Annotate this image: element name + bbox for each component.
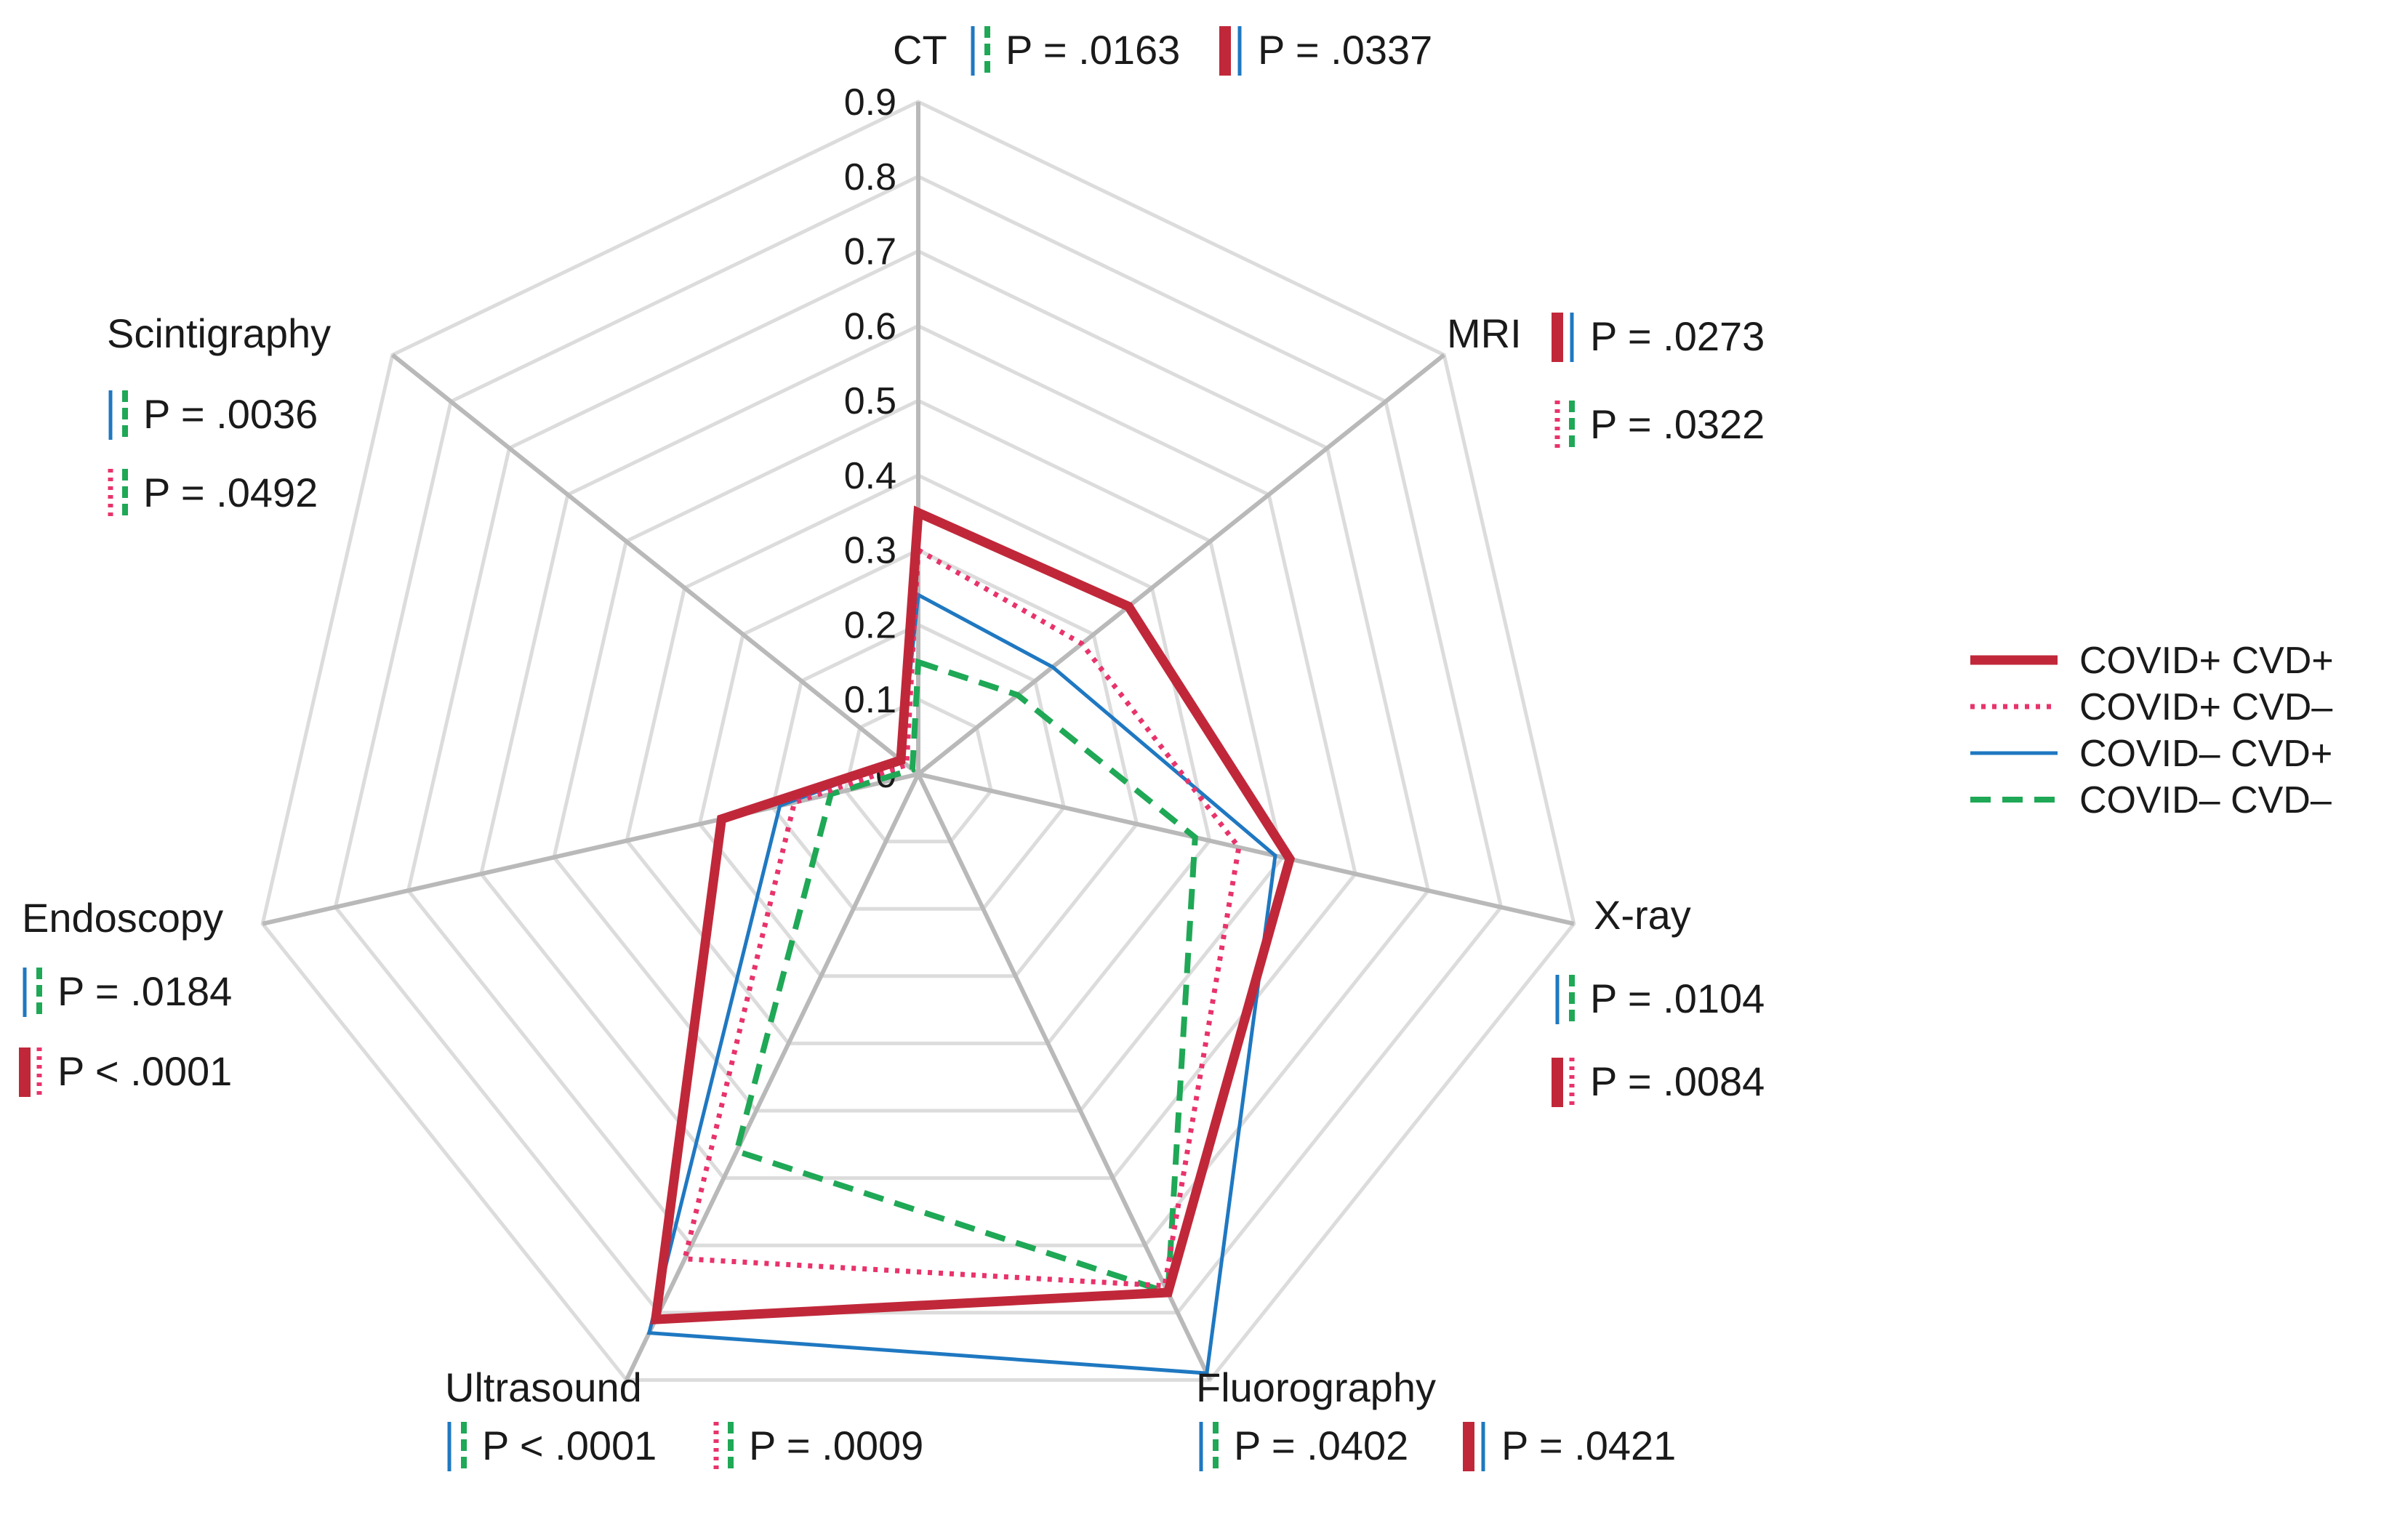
p-value-text: P = .0084: [1590, 1058, 1765, 1104]
grid-ring: [625, 473, 1212, 1045]
legend-label: COVID+ CVD+: [2079, 640, 2334, 682]
legend-label: COVID– CVD–: [2079, 779, 2332, 821]
legend-label: COVID– CVD+: [2079, 733, 2332, 775]
p-value-annotation: P < .0001: [447, 1422, 657, 1471]
p-value-annotation: P = .0009: [713, 1422, 923, 1471]
grid-ring: [843, 697, 993, 844]
spoke-x-ray: [918, 772, 1575, 926]
spoke-fluorography: [916, 773, 1213, 1381]
axis-label-x-ray: X-ray: [1594, 892, 1691, 938]
tick-labels: 00.10.20.30.40.50.60.70.80.9: [844, 81, 896, 796]
grid-ring: [333, 174, 1504, 1315]
p-value-text: P = .0337: [1258, 27, 1432, 73]
p-value-text: P = .0104: [1590, 976, 1765, 1021]
p-value-annotation: P < .0001: [19, 1047, 232, 1097]
tick-label: 0.6: [844, 305, 896, 347]
tick-label: 0.2: [844, 604, 896, 646]
grid-ring: [770, 622, 1067, 911]
axis-label-ultrasound: Ultrasound: [445, 1364, 642, 1410]
p-value-text: P = .0402: [1234, 1423, 1408, 1468]
grid-ring: [697, 547, 1139, 978]
p-value-annotation: P = .0402: [1199, 1422, 1408, 1471]
p-value-text: P = .0322: [1590, 401, 1765, 447]
p-value-annotation: P = .0337: [1219, 26, 1432, 76]
p-value-text: P = .0163: [1006, 27, 1180, 73]
axis-label-scintigraphy: Scintigraphy: [107, 310, 331, 356]
axis-label-fluorography: Fluorography: [1196, 1364, 1436, 1410]
p-value-text: P = .0184: [57, 968, 232, 1014]
axis-label-mri: MRI: [1447, 310, 1522, 356]
series-layer: [646, 505, 1296, 1375]
tick-label: 0.7: [844, 231, 896, 273]
p-value-annotation: P = .0273: [1552, 313, 1765, 362]
p-value-text: P = .0009: [749, 1423, 923, 1468]
tick-label: 0.8: [844, 156, 896, 198]
tick-label: 0.9: [844, 81, 896, 124]
p-value-annotation: P = .0322: [1554, 401, 1765, 450]
p-value-text: P = .0036: [143, 391, 318, 437]
p-value-text: P < .0001: [57, 1048, 232, 1094]
p-value-annotation: P = .0492: [108, 469, 318, 518]
p-value-annotation: P = .0163: [971, 26, 1180, 76]
grid-ring: [479, 323, 1357, 1181]
grid: [260, 100, 1576, 1382]
p-value-annotation: P = .0036: [108, 390, 318, 440]
series-line-s1: [650, 505, 1296, 1324]
tick-label: 0.1: [844, 679, 896, 721]
spoke-ultrasound: [624, 773, 920, 1381]
p-value-text: P = .0492: [143, 470, 318, 515]
axis-label-endoscopy: Endoscopy: [22, 895, 223, 941]
p-value-annotation: P = .0184: [23, 968, 232, 1017]
grid-ring: [406, 249, 1431, 1247]
p-value-annotation: P = .0104: [1555, 975, 1765, 1024]
p-value-text: P < .0001: [482, 1423, 657, 1468]
series-line-s4: [733, 658, 1198, 1297]
p-value-text: P = .0273: [1590, 313, 1765, 359]
p-value-annotation: P = .0421: [1463, 1422, 1676, 1471]
spoke-mri: [917, 353, 1446, 776]
annotations: CT P = .0163 P = .0337 MRI P = .0273 P = .032…: [19, 26, 1765, 1471]
tick-label: 0.3: [844, 530, 896, 572]
grid-ring: [552, 398, 1285, 1113]
tick-label: 0.5: [844, 380, 896, 422]
p-value-text: P = .0421: [1501, 1423, 1676, 1468]
spoke-scintigraphy: [390, 353, 920, 776]
axis-label-ct: CT: [893, 27, 947, 73]
p-value-annotation: P = .0084: [1552, 1058, 1765, 1107]
tick-label: 0.4: [844, 455, 896, 497]
grid-ring: [260, 100, 1576, 1382]
legend: COVID+ CVD+COVID+ CVD– COVID– CVD+COVID– …: [1970, 640, 2334, 821]
series-line-s2: [681, 545, 1242, 1289]
legend-label: COVID+ CVD–: [2079, 686, 2332, 728]
